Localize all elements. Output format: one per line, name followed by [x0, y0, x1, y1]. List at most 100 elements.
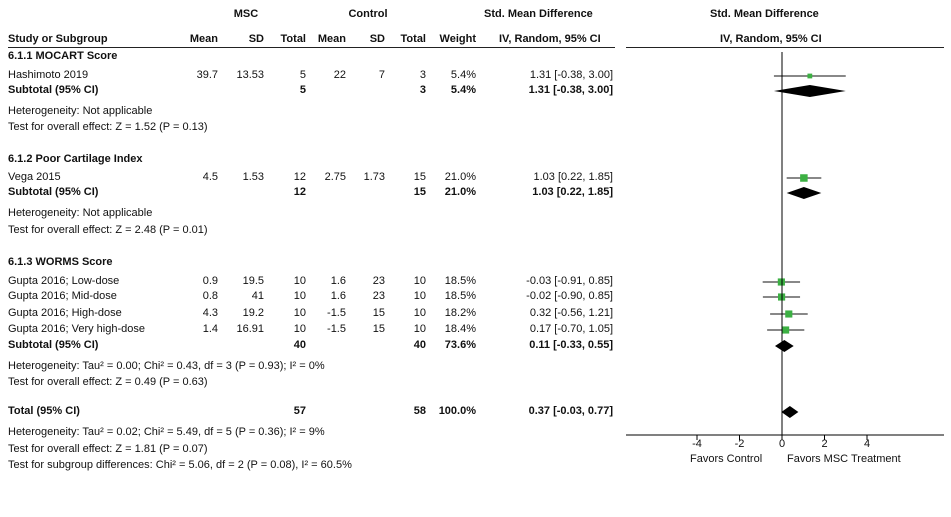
header-control: Control: [348, 8, 388, 20]
study-weight: 18.5%: [444, 290, 476, 302]
msc-total: 10: [293, 323, 306, 335]
heterogeneity-text: Heterogeneity: Not applicable: [8, 105, 153, 117]
header-rule-right: [626, 47, 944, 48]
effect-square-2: [777, 278, 785, 286]
heterogeneity-text: Heterogeneity: Tau² = 0.00; Chi² = 0.43,…: [8, 360, 325, 372]
study-smd-ci: 0.32 [-0.56, 1.21]: [529, 307, 613, 319]
subtotal-msc-total: 40: [293, 339, 306, 351]
subtotal-weight: 73.6%: [444, 339, 476, 351]
subtotal-label: Subtotal (95% CI): [8, 84, 99, 96]
header-smd-left-method: IV, Random, 95% CI: [499, 33, 601, 45]
header-smd-right-method: IV, Random, 95% CI: [720, 33, 822, 45]
control-sd: 15: [372, 307, 385, 319]
msc-total: 10: [293, 307, 306, 319]
study-smd-ci: -0.03 [-0.91, 0.85]: [526, 275, 613, 287]
msc-mean: 1.4: [202, 323, 218, 335]
control-total: 3: [419, 69, 426, 81]
msc-total: 5: [299, 69, 306, 81]
x-tick-label-4: 4: [864, 438, 870, 450]
control-mean: 1.6: [330, 290, 346, 302]
overall-effect-text: Test for overall effect: Z = 0.49 (P = 0…: [8, 376, 208, 388]
control-total: 10: [413, 307, 426, 319]
subgroup-differences-text: Test for subgroup differences: Chi² = 5.…: [8, 459, 352, 471]
study-weight: 18.2%: [444, 307, 476, 319]
msc-total: 10: [293, 275, 306, 287]
subtotal-smd-ci: 0.11 [-0.33, 0.55]: [529, 339, 613, 351]
msc-sd: 19.2: [242, 307, 264, 319]
subtotal-msc-total: 12: [293, 186, 306, 198]
header-ctl-mean: Mean: [317, 33, 346, 45]
total-overall-effect-text: Test for overall effect: Z = 1.81 (P = 0…: [8, 443, 208, 455]
header-rule-left: [8, 47, 615, 48]
total-smd-ci: 0.37 [-0.03, 0.77]: [528, 405, 613, 417]
msc-sd: 41: [251, 290, 264, 302]
msc-mean: 4.5: [202, 171, 218, 183]
msc-total: 12: [293, 171, 306, 183]
msc-sd: 19.5: [242, 275, 264, 287]
total-diamond: [781, 406, 799, 418]
total-control: 58: [413, 405, 426, 417]
control-total: 10: [413, 275, 426, 287]
favors-control-label: Favors Control: [690, 453, 763, 465]
header-ctl-sd: SD: [369, 33, 385, 45]
study-smd-ci: 1.03 [0.22, 1.85]: [533, 171, 613, 183]
study-name: Hashimoto 2019: [8, 69, 89, 81]
subtotal-diamond-1: [786, 187, 822, 199]
study-weight: 21.0%: [444, 171, 476, 183]
control-mean: -1.5: [327, 307, 346, 319]
study-name: Vega 2015: [8, 171, 61, 183]
subgroup-title: 6.1.1 MOCART Score: [8, 50, 118, 62]
control-sd: 1.73: [363, 171, 385, 183]
msc-sd: 13.53: [236, 69, 264, 81]
control-mean: -1.5: [327, 323, 346, 335]
control-sd: 7: [378, 69, 385, 81]
study-smd-ci: 0.17 [-0.70, 1.05]: [529, 323, 613, 335]
effect-square-1: [800, 174, 808, 182]
subgroup-title: 6.1.2 Poor Cartilage Index: [8, 153, 143, 165]
study-weight: 18.4%: [444, 323, 476, 335]
study-smd-ci: 1.31 [-0.38, 3.00]: [529, 69, 613, 81]
study-name: Gupta 2016; High-dose: [8, 307, 122, 319]
total-weight: 100.0%: [438, 405, 476, 417]
header-weight: Weight: [439, 33, 476, 45]
subtotal-weight: 5.4%: [450, 84, 476, 96]
subtotal-smd-ci: 1.31 [-0.38, 3.00]: [528, 84, 613, 96]
total-label: Total (95% CI): [8, 405, 80, 417]
header-msc-total: Total: [280, 33, 306, 45]
subtotal-control-total: 15: [413, 186, 426, 198]
msc-mean: 4.3: [202, 307, 218, 319]
overall-effect-text: Test for overall effect: Z = 1.52 (P = 0…: [8, 121, 208, 133]
total-heterogeneity-text: Heterogeneity: Tau² = 0.02; Chi² = 5.49,…: [8, 426, 325, 438]
effect-square-5: [782, 326, 790, 334]
msc-mean: 39.7: [196, 69, 218, 81]
msc-mean: 0.8: [202, 290, 218, 302]
x-tick-label-2: 0: [779, 438, 785, 450]
study-weight: 18.5%: [444, 275, 476, 287]
heterogeneity-text: Heterogeneity: Not applicable: [8, 207, 153, 219]
header-study: Study or Subgroup: [8, 33, 108, 45]
total-msc: 57: [293, 405, 306, 417]
header-msc: MSC: [233, 8, 259, 20]
subgroup-title: 6.1.3 WORMS Score: [8, 256, 113, 268]
header-smd-left-title: Std. Mean Difference: [484, 8, 593, 20]
favors-msc-label: Favors MSC Treatment: [787, 453, 901, 465]
control-total: 10: [413, 290, 426, 302]
subtotal-label: Subtotal (95% CI): [8, 186, 99, 198]
study-smd-ci: -0.02 [-0.90, 0.85]: [526, 290, 613, 302]
subtotal-diamond-2: [774, 340, 794, 352]
study-weight: 5.4%: [450, 69, 476, 81]
header-ctl-total: Total: [400, 33, 426, 45]
study-name: Gupta 2016; Very high-dose: [8, 323, 145, 335]
overall-effect-text: Test for overall effect: Z = 2.48 (P = 0…: [8, 224, 208, 236]
header-smd-right-title: Std. Mean Difference: [710, 8, 819, 20]
control-mean: 1.6: [330, 275, 346, 287]
subtotal-smd-ci: 1.03 [0.22, 1.85]: [532, 186, 613, 198]
msc-mean: 0.9: [202, 275, 218, 287]
subtotal-label: Subtotal (95% CI): [8, 339, 99, 351]
msc-total: 10: [293, 290, 306, 302]
subtotal-control-total: 40: [413, 339, 426, 351]
control-mean: 2.75: [324, 171, 346, 183]
control-sd: 23: [372, 290, 385, 302]
control-total: 10: [413, 323, 426, 335]
effect-square-4: [785, 310, 793, 318]
